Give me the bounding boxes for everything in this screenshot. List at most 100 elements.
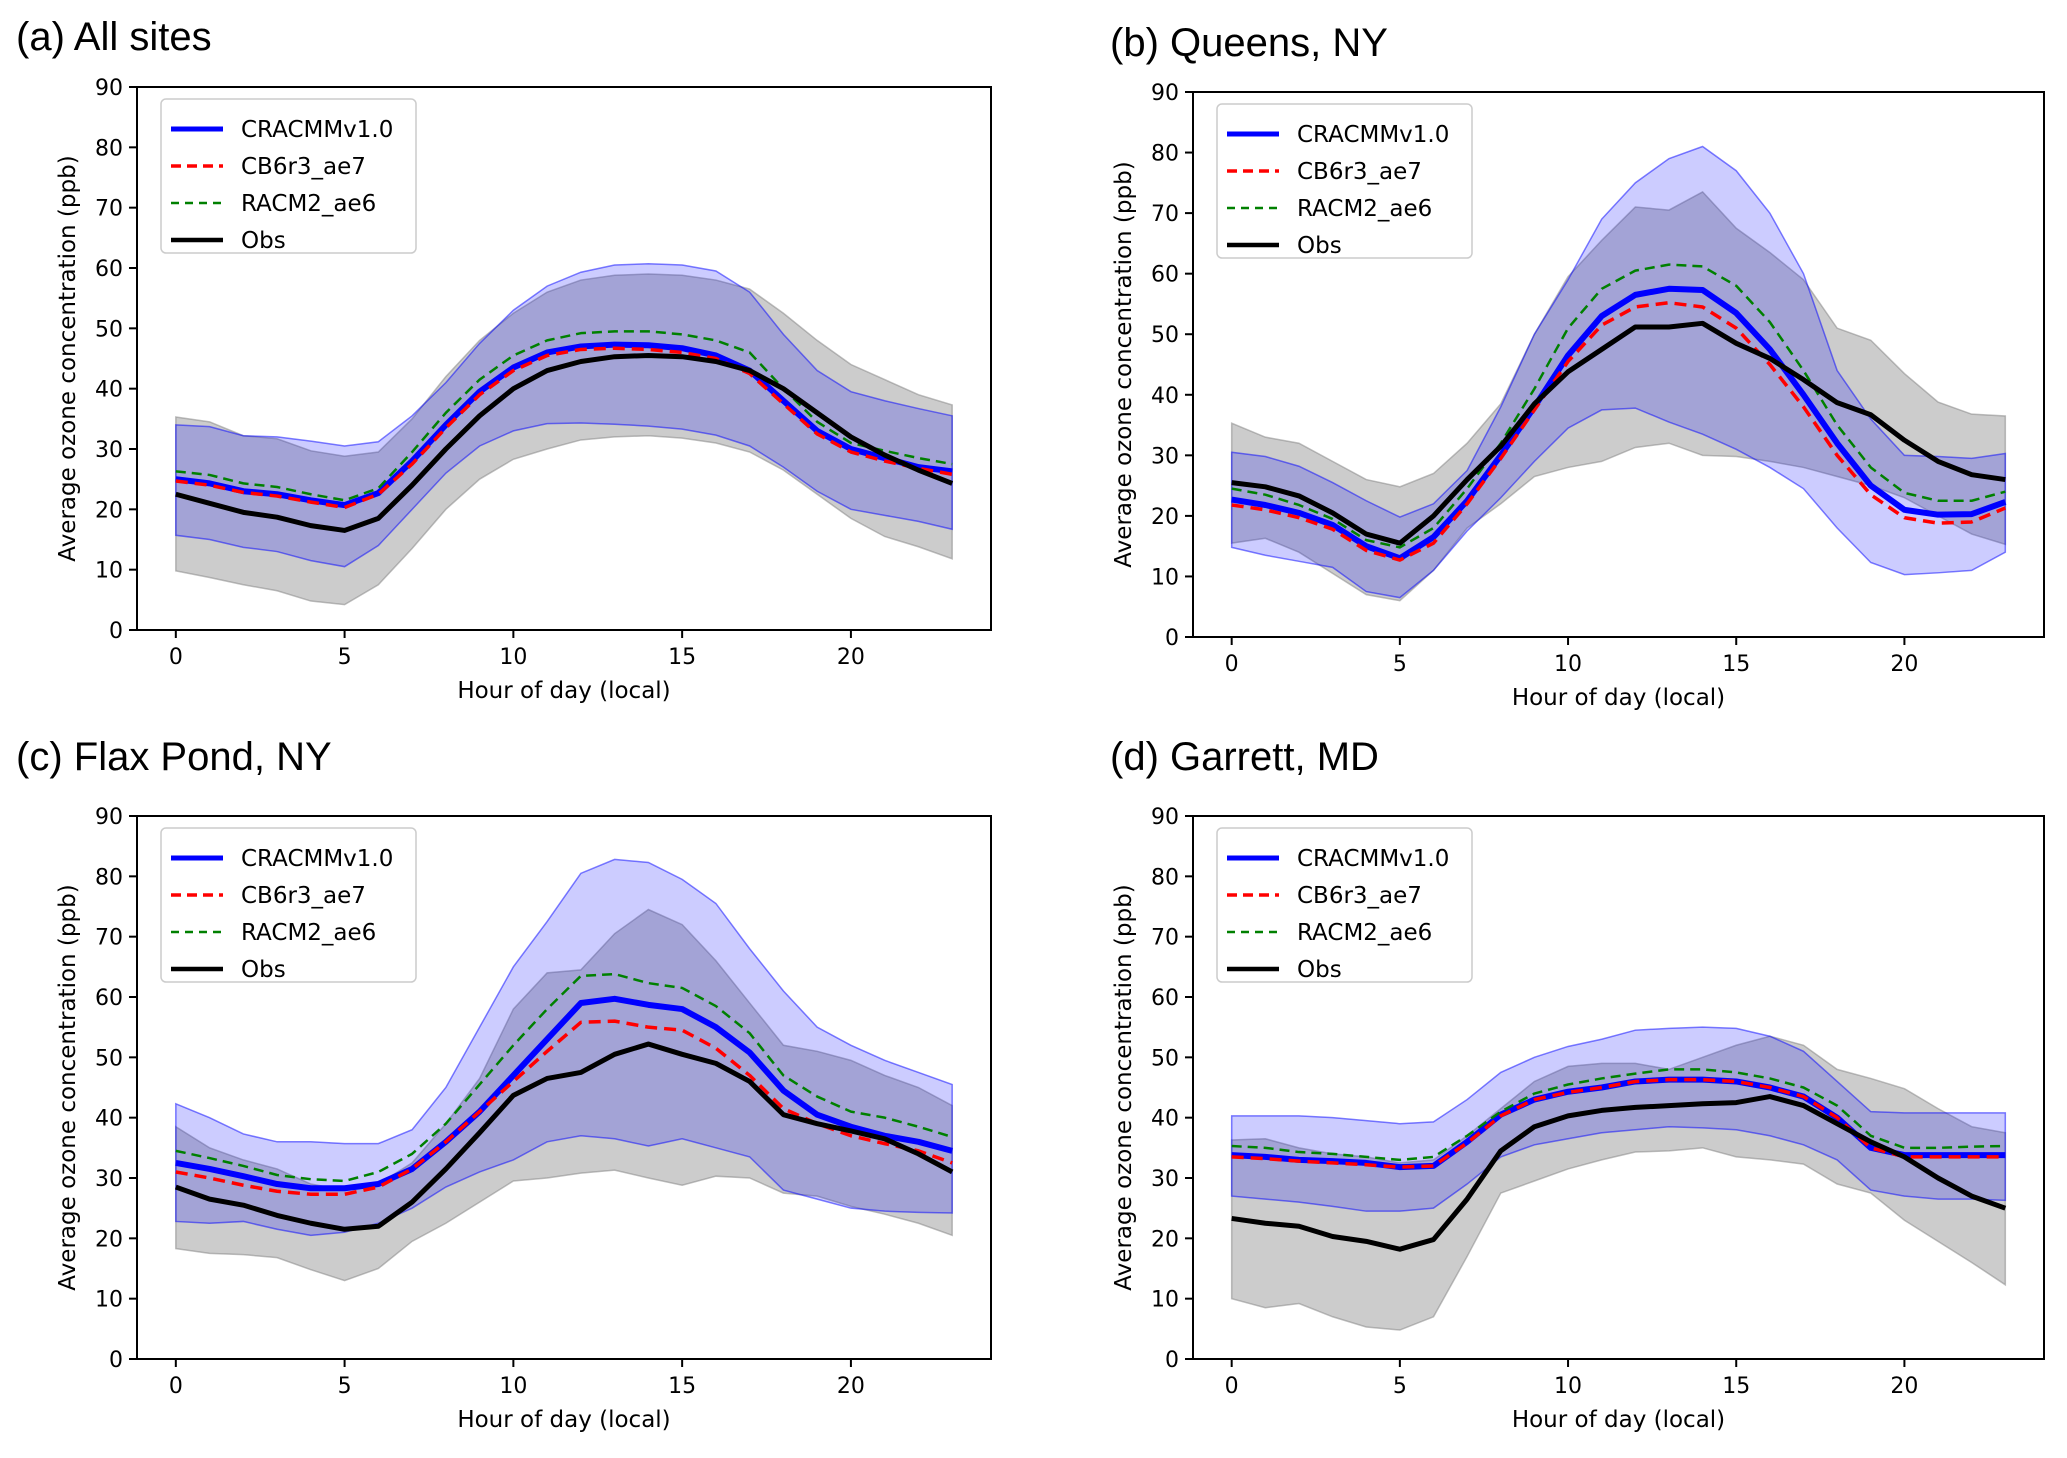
x-tick-label: 15 [668,1374,696,1399]
y-tick-label: 20 [95,1227,123,1252]
legend: CRACMMv1.0 CB6r3_ae7 RACM2_ae6 Obs [160,98,417,254]
x-tick-label: 10 [1554,1374,1582,1399]
x-tick-label: 10 [1554,652,1582,677]
axes-frame [1192,91,2045,638]
panel-2: (c) Flax Pond, NY 0 10 20 30 40 50 60 70 80 90 0 5 10… [16,735,992,1433]
y-tick-label: 40 [95,1107,123,1132]
legend-label-0: CRACMMv1.0 [241,117,393,143]
y-tick-label: 20 [95,498,123,523]
y-tick-label: 50 [95,317,123,342]
legend-label-3: Obs [241,957,286,983]
legend-label-1: CB6r3_ae7 [241,883,366,909]
panel-3: (d) Garrett, MD 0 10 20 30 40 50 60 70 80 90 0 5 10 15… [1110,735,2045,1433]
panel-title: (b) Queens, NY [1110,21,1388,65]
series-line-3 [1231,1094,2007,1252]
panel-title: (c) Flax Pond, NY [16,735,332,779]
legend-label-2: RACM2_ae6 [1297,196,1432,222]
y-tick-label: 30 [1151,444,1179,469]
y-tick-label: 60 [1151,986,1179,1011]
y-tick-label: 0 [1165,1348,1179,1373]
legend-label-3: Obs [1297,233,1342,259]
legend: CRACMMv1.0 CB6r3_ae7 RACM2_ae6 Obs [1216,827,1473,983]
series-line-0 [175,995,953,1192]
y-tick-label: 40 [1151,384,1179,409]
legend-label-0: CRACMMv1.0 [241,846,393,872]
x-tick-label: 10 [499,1374,527,1399]
y-tick-label: 0 [109,1348,123,1373]
series-line-1 [175,346,953,510]
y-tick-label: 0 [109,619,123,644]
y-tick-label: 60 [1151,263,1179,288]
x-tick-label: 0 [169,1374,183,1399]
legend-box [1216,827,1473,983]
y-tick-label: 70 [1151,202,1179,227]
y-tick-label: 10 [1151,565,1179,590]
y-tick-label: 10 [95,1288,123,1313]
axes-frame [1192,815,2045,1360]
x-tick-label: 15 [1722,1374,1750,1399]
legend-label-0: CRACMMv1.0 [1297,846,1449,872]
series-line-2 [1231,263,2006,549]
y-tick-label: 30 [1151,1167,1179,1192]
x-tick-label: 0 [1225,1374,1239,1399]
legend: CRACMMv1.0 CB6r3_ae7 RACM2_ae6 Obs [160,827,417,983]
series-line-1 [1231,300,2006,562]
series-line-2 [1231,1068,2006,1162]
series-line-3 [175,352,954,533]
y-axis-label: Average ozone concentration (ppb) [55,155,81,561]
series-line-2 [175,330,953,502]
range-band-1 [175,858,953,1237]
y-tick-label: 70 [1151,926,1179,951]
legend-label-1: CB6r3_ae7 [1297,883,1422,909]
y-tick-label: 20 [1151,1227,1179,1252]
y-tick-label: 50 [1151,323,1179,348]
y-tick-label: 50 [1151,1046,1179,1071]
x-tick-label: 5 [338,645,352,670]
series-line-0 [175,341,953,509]
legend-label-3: Obs [241,228,286,254]
x-tick-label: 5 [338,1374,352,1399]
x-tick-label: 20 [1890,652,1918,677]
x-tick-label: 20 [837,645,865,670]
panel-title: (d) Garrett, MD [1110,735,1379,779]
x-tick-label: 20 [837,1374,865,1399]
legend-box [160,98,417,254]
y-axis-label: Average ozone concentration (ppb) [55,884,81,1290]
y-tick-label: 10 [95,559,123,584]
series-line-1 [1231,1077,2006,1169]
x-tick-label: 10 [499,645,527,670]
legend-box [160,827,417,983]
x-tick-label: 0 [169,645,183,670]
series-line-0 [1231,285,2007,562]
y-tick-label: 30 [95,1167,123,1192]
y-tick-label: 80 [95,136,123,161]
y-tick-label: 90 [95,76,123,101]
y-tick-label: 40 [1151,1107,1179,1132]
y-tick-label: 40 [95,378,123,403]
x-tick-label: 15 [668,645,696,670]
y-axis-label: Average ozone concentration (ppb) [1111,161,1137,567]
y-tick-label: 60 [95,986,123,1011]
series-line-3 [1231,320,2006,546]
x-tick-label: 20 [1890,1374,1918,1399]
y-tick-label: 80 [1151,142,1179,167]
axes-frame [136,815,992,1360]
y-tick-label: 80 [95,865,123,890]
y-tick-label: 0 [1165,626,1179,651]
y-axis-label: Average ozone concentration (ppb) [1111,884,1137,1290]
range-band-1 [1230,145,2007,599]
legend-box [1216,103,1473,259]
panel-1: (b) Queens, NY 0 10 20 30 40 50 60 70 80 90 0 5 10 15 2… [1110,21,2045,711]
panel-0: (a) All sites 0 10 20 30 40 50 60 70 80 90 0 5 10 15 20… [16,15,992,704]
range-band-1 [1230,1026,2007,1212]
x-tick-label: 0 [1225,652,1239,677]
legend-label-2: RACM2_ae6 [241,920,376,946]
y-tick-label: 20 [1151,505,1179,530]
x-tick-label: 5 [1393,652,1407,677]
legend-label-1: CB6r3_ae7 [241,154,366,180]
y-tick-label: 90 [1151,81,1179,106]
legend-label-3: Obs [1297,957,1342,983]
y-tick-label: 70 [95,197,123,222]
y-tick-label: 90 [95,805,123,830]
legend-label-2: RACM2_ae6 [1297,920,1432,946]
